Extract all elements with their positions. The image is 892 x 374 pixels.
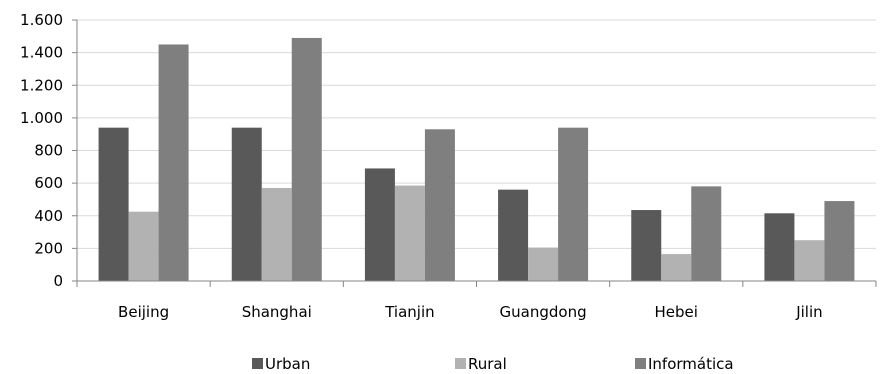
legend: Urban Rural Informática xyxy=(252,355,734,373)
bar-inform-tica-jilin xyxy=(824,201,855,281)
category-label: Beijing xyxy=(118,303,169,321)
bars-group xyxy=(98,37,855,281)
category-label: Tianjin xyxy=(384,303,434,321)
bar-urban-beijing xyxy=(98,127,129,281)
axes xyxy=(72,19,877,287)
legend-label: Urban xyxy=(265,355,310,373)
category-label: Guangdong xyxy=(500,303,587,321)
category-labels: Beijing Shanghai Tianjin Guangdong Hebei Jili… xyxy=(118,303,823,321)
legend-swatch xyxy=(455,358,466,369)
category-label: Shanghai xyxy=(242,303,312,321)
legend-label: Rural xyxy=(468,355,507,373)
bar-urban-tianjin xyxy=(364,168,395,281)
legend-label: Informática xyxy=(648,355,734,373)
category-label: Hebei xyxy=(655,303,698,321)
bar-inform-tica-shanghai xyxy=(291,37,322,281)
y-tick-label: 600 xyxy=(34,174,63,192)
bar-urban-jilin xyxy=(764,213,795,281)
y-tick-label: 400 xyxy=(34,207,63,225)
y-tick-label: 200 xyxy=(34,239,63,257)
bar-urban-shanghai xyxy=(231,127,262,281)
gridlines xyxy=(77,19,876,249)
legend-swatch xyxy=(252,358,263,369)
y-tick-label: 1.000 xyxy=(20,109,63,127)
bar-rural-guangdong xyxy=(528,247,559,281)
legend-swatch xyxy=(635,358,646,369)
category-label: Jilin xyxy=(795,303,822,321)
bar-inform-tica-guangdong xyxy=(558,127,589,281)
bar-rural-hebei xyxy=(661,254,692,281)
y-tick-label: 1.400 xyxy=(20,44,63,62)
y-tick-label: 800 xyxy=(34,142,63,160)
y-tick-label: 1.600 xyxy=(20,11,63,29)
y-tick-label: 0 xyxy=(53,272,63,290)
bar-urban-guangdong xyxy=(498,189,529,281)
bar-rural-beijing xyxy=(128,211,159,281)
bar-inform-tica-beijing xyxy=(158,44,189,281)
y-tick-label: 1.200 xyxy=(20,76,63,94)
y-tick-labels: 0 200 400 600 800 1.000 1.200 1.400 1.600 xyxy=(20,11,63,290)
bar-inform-tica-tianjin xyxy=(424,129,455,281)
bar-rural-tianjin xyxy=(394,185,425,281)
bar-rural-shanghai xyxy=(261,188,292,281)
bar-urban-hebei xyxy=(631,210,662,281)
bar-rural-jilin xyxy=(794,240,825,281)
bar-inform-tica-hebei xyxy=(691,186,722,281)
